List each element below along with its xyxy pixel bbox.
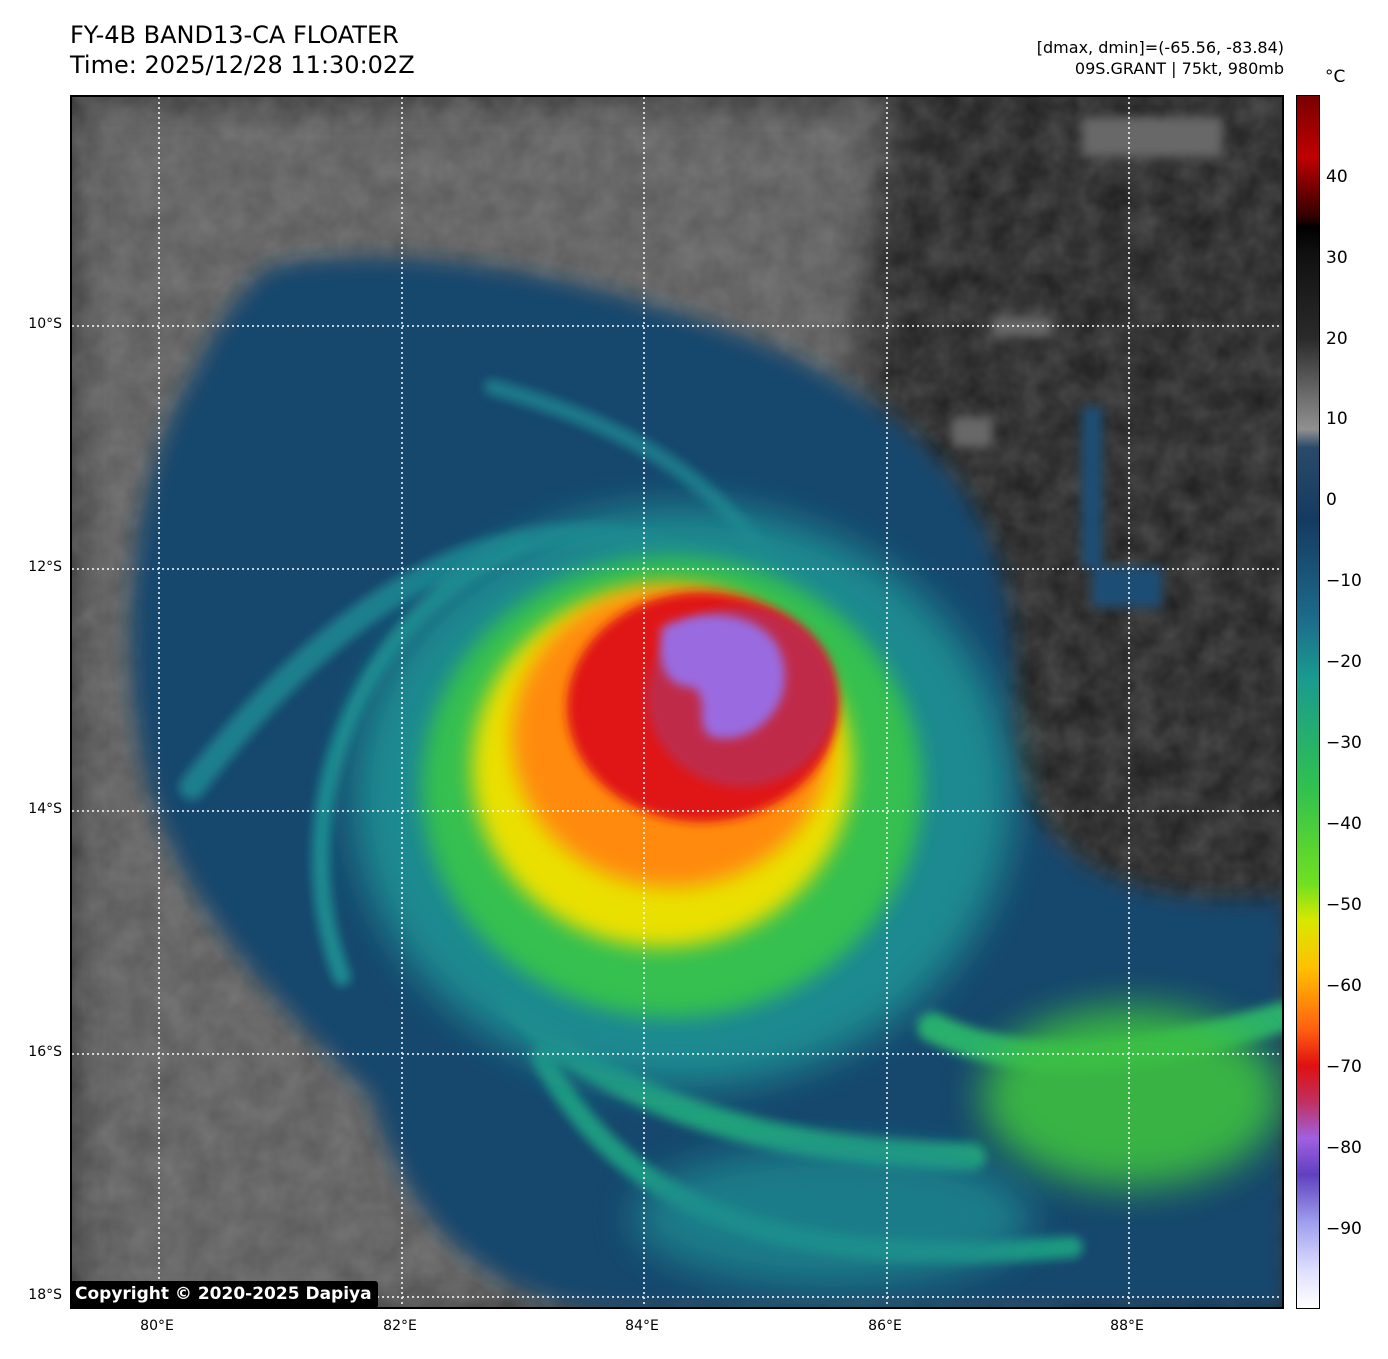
spiral-band-2 (311, 538, 531, 986)
colorbar-label: 30 (1326, 248, 1348, 268)
infrared-cloud-imagery (72, 97, 1282, 1307)
coldest-tops-purple (660, 614, 785, 739)
copyright-notice: Copyright © 2020-2025 Dapiya (70, 1281, 378, 1308)
x-tick-label: 86°E (868, 1318, 902, 1334)
y-tick-label: 18°S (28, 1287, 62, 1303)
x-tick-label: 88°E (1110, 1318, 1144, 1334)
cloud-patch (992, 317, 1052, 337)
x-tick-label: 84°E (625, 1318, 659, 1334)
teal-cluster-south (632, 1147, 1032, 1287)
colorbar-label: 10 (1326, 409, 1348, 429)
colorbar-label: 20 (1326, 329, 1348, 349)
colorbar-label: −50 (1326, 895, 1362, 915)
colorbar-label: −60 (1326, 976, 1362, 996)
title-line-1: FY-4B BAND13-CA FLOATER (70, 21, 399, 49)
dmax-dmin-readout: [dmax, dmin]=(-65.56, -83.84) (1036, 38, 1284, 57)
title-time: Time: 2025/12/28 11:30:02Z (70, 51, 415, 79)
y-tick-label: 14°S (28, 801, 62, 817)
cloud-patch-blue (1082, 407, 1102, 567)
cloud-patch-blue (1092, 567, 1162, 607)
colorbar-label: −20 (1326, 652, 1362, 672)
cloud-patch (952, 417, 992, 447)
colorbar-label: −80 (1326, 1138, 1362, 1158)
satellite-image (70, 95, 1284, 1309)
green-cluster-southeast (982, 1007, 1282, 1187)
colorbar-label: −40 (1326, 814, 1362, 834)
cloud-patch (1082, 117, 1222, 157)
x-tick-label: 80°E (140, 1318, 174, 1334)
image-title: FY-4B BAND13-CA FLOATER Time: 2025/12/28… (70, 20, 415, 80)
y-tick-label: 10°S (28, 316, 62, 332)
y-tick-label: 16°S (28, 1044, 62, 1060)
temperature-colorbar (1296, 95, 1320, 1309)
storm-info: [dmax, dmin]=(-65.56, -83.84) 09S.GRANT … (1037, 37, 1284, 79)
y-tick-label: 12°S (28, 559, 62, 575)
storm-id-readout: 09S.GRANT | 75kt, 980mb (1074, 59, 1284, 78)
colorbar-label: −10 (1326, 571, 1362, 591)
lat-lon-grid (72, 97, 1282, 1307)
colorbar-unit: °C (1325, 67, 1346, 87)
colorbar-label: −70 (1326, 1057, 1362, 1077)
colorbar-label: 40 (1326, 167, 1348, 187)
x-tick-label: 82°E (383, 1318, 417, 1334)
colorbar-label: −90 (1326, 1219, 1362, 1239)
colorbar-label: −30 (1326, 733, 1362, 753)
colorbar-label: 0 (1326, 490, 1337, 510)
